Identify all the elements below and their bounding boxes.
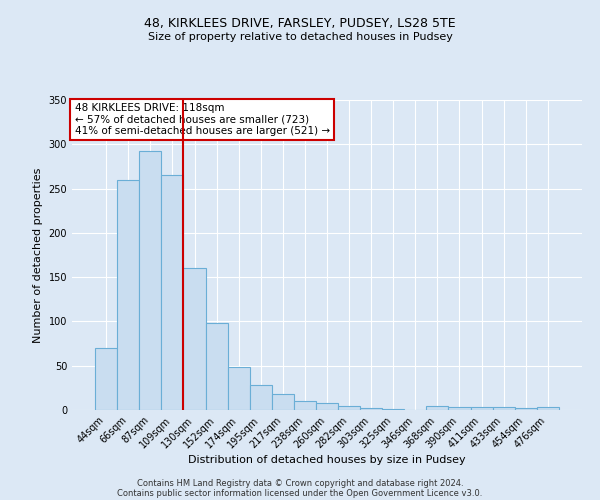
X-axis label: Distribution of detached houses by size in Pudsey: Distribution of detached houses by size … [188,456,466,466]
Bar [184,268,206,410]
Bar [272,394,294,410]
Bar [493,408,515,410]
Bar [537,408,559,410]
Bar [515,408,537,410]
Bar [250,385,272,410]
Bar [360,408,382,410]
Bar [316,403,338,410]
Bar [139,152,161,410]
Bar [117,180,139,410]
Text: Contains HM Land Registry data © Crown copyright and database right 2024.: Contains HM Land Registry data © Crown c… [137,478,463,488]
Bar [470,408,493,410]
Y-axis label: Number of detached properties: Number of detached properties [33,168,43,342]
Bar [161,176,184,410]
Text: Contains public sector information licensed under the Open Government Licence v3: Contains public sector information licen… [118,488,482,498]
Text: 48, KIRKLEES DRIVE, FARSLEY, PUDSEY, LS28 5TE: 48, KIRKLEES DRIVE, FARSLEY, PUDSEY, LS2… [144,18,456,30]
Text: 48 KIRKLEES DRIVE: 118sqm
← 57% of detached houses are smaller (723)
41% of semi: 48 KIRKLEES DRIVE: 118sqm ← 57% of detac… [74,103,329,136]
Bar [338,406,360,410]
Bar [95,348,117,410]
Bar [227,368,250,410]
Bar [206,323,227,410]
Bar [294,401,316,410]
Bar [448,408,470,410]
Bar [427,406,448,410]
Text: Size of property relative to detached houses in Pudsey: Size of property relative to detached ho… [148,32,452,42]
Bar [382,409,404,410]
